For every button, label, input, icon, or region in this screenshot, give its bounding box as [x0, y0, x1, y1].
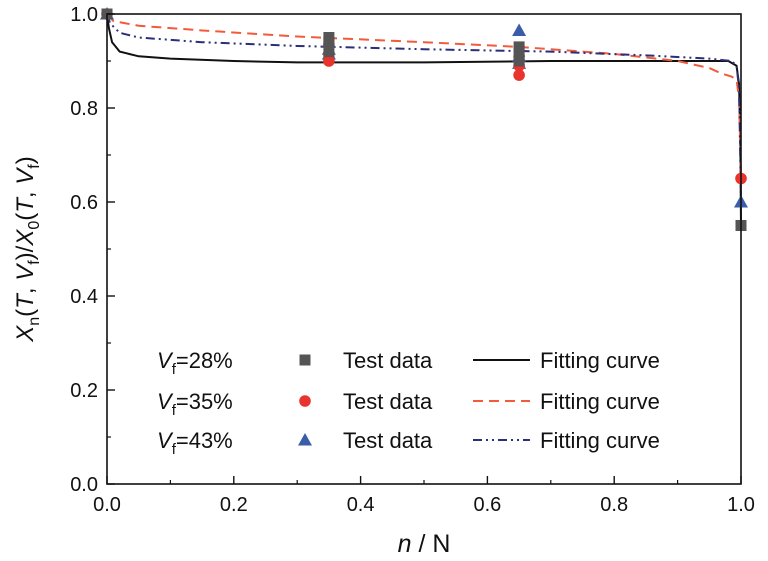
y-axis: 0.0 0.2 0.4 0.6 0.8 1.0	[70, 4, 115, 496]
x-axis-label-italic: n	[398, 530, 412, 558]
y-axis-label-part: (	[12, 213, 39, 221]
x-axis: 0.0 0.2 0.4 0.6 0.8 1.0	[93, 476, 755, 516]
legend-vf-label: Vf=35%	[157, 389, 233, 419]
y-axis-label-part: V	[12, 263, 39, 281]
legend-vf-value: =28%	[176, 348, 233, 373]
y-axis-label-part: ,	[12, 281, 39, 294]
y-tick-label: 0.4	[70, 286, 98, 308]
legend-fit-label: Fitting curve	[540, 389, 660, 414]
x-tick-label: 0.8	[600, 494, 628, 516]
test-point-circle	[323, 55, 335, 67]
legend-test-label: Test data	[343, 428, 433, 453]
y-tick-label: 1.0	[70, 4, 98, 26]
legend-marker-square	[299, 354, 311, 366]
y-axis-label-part: X	[12, 325, 39, 343]
y-axis-label-part: )	[12, 156, 39, 164]
x-tick-label: 0.6	[473, 494, 501, 516]
y-tick-label: 0.6	[70, 192, 98, 214]
legend-vf-symbol: V	[157, 348, 174, 373]
y-tick-label: 0.0	[70, 474, 98, 496]
y-axis-label-part: f	[26, 164, 43, 169]
legend-marker-circle	[299, 395, 311, 407]
y-axis-label-part: ,	[12, 185, 39, 198]
y-tick-label: 0.2	[70, 380, 98, 402]
y-axis-label-part: )/	[12, 245, 39, 260]
y-axis-label-part: 0	[26, 221, 43, 230]
test-point-square	[323, 36, 335, 48]
x-tick-label: 0.4	[347, 494, 375, 516]
y-axis-label-part: V	[12, 167, 39, 185]
legend-vf-symbol: V	[157, 389, 174, 414]
y-axis-label-part: (	[12, 309, 39, 317]
y-tick-label: 0.8	[70, 98, 98, 120]
legend-test-label: Test data	[343, 389, 433, 414]
fitting-curve-2	[106, 13, 742, 203]
legend-fit-label: Fitting curve	[540, 428, 660, 453]
fitting-curve-1	[106, 13, 742, 179]
x-tick-label: 0.0	[93, 494, 121, 516]
test-point-square	[323, 46, 335, 58]
test-point-square	[513, 55, 525, 67]
x-tick-label: 1.0	[727, 494, 755, 516]
x-axis-label: n / N	[398, 530, 451, 558]
test-data-points	[100, 7, 748, 231]
fitting-curves	[106, 13, 742, 226]
legend-test-label: Test data	[343, 348, 433, 373]
legend-vf-sub: f	[172, 402, 177, 419]
test-point-circle	[513, 69, 525, 81]
legend-marker-triangle	[298, 433, 312, 446]
legend-fit-label: Fitting curve	[540, 348, 660, 373]
y-axis-label: Xn(T, Vf)/X0(T, Vf)	[12, 156, 43, 342]
y-axis-label-part: n	[26, 317, 43, 326]
fitting-curve-0	[106, 13, 742, 226]
x-axis-label-rest: / N	[412, 530, 451, 558]
legend-vf-sub: f	[172, 361, 177, 378]
test-point-square	[513, 46, 525, 58]
x-tick-label: 0.2	[220, 494, 248, 516]
y-axis-label-part: f	[26, 260, 43, 265]
legend-vf-value: =35%	[176, 389, 233, 414]
y-axis-label-part: T	[12, 196, 39, 213]
legend-vf-value: =43%	[176, 428, 233, 453]
y-axis-label-part: X	[12, 229, 39, 247]
legend-vf-label: Vf=43%	[157, 428, 233, 458]
legend-vf-symbol: V	[157, 428, 174, 453]
y-axis-label-part: T	[12, 292, 39, 309]
legend-vf-sub: f	[172, 441, 177, 458]
test-point-triangle	[512, 23, 527, 36]
legend-vf-label: Vf=28%	[157, 348, 233, 378]
